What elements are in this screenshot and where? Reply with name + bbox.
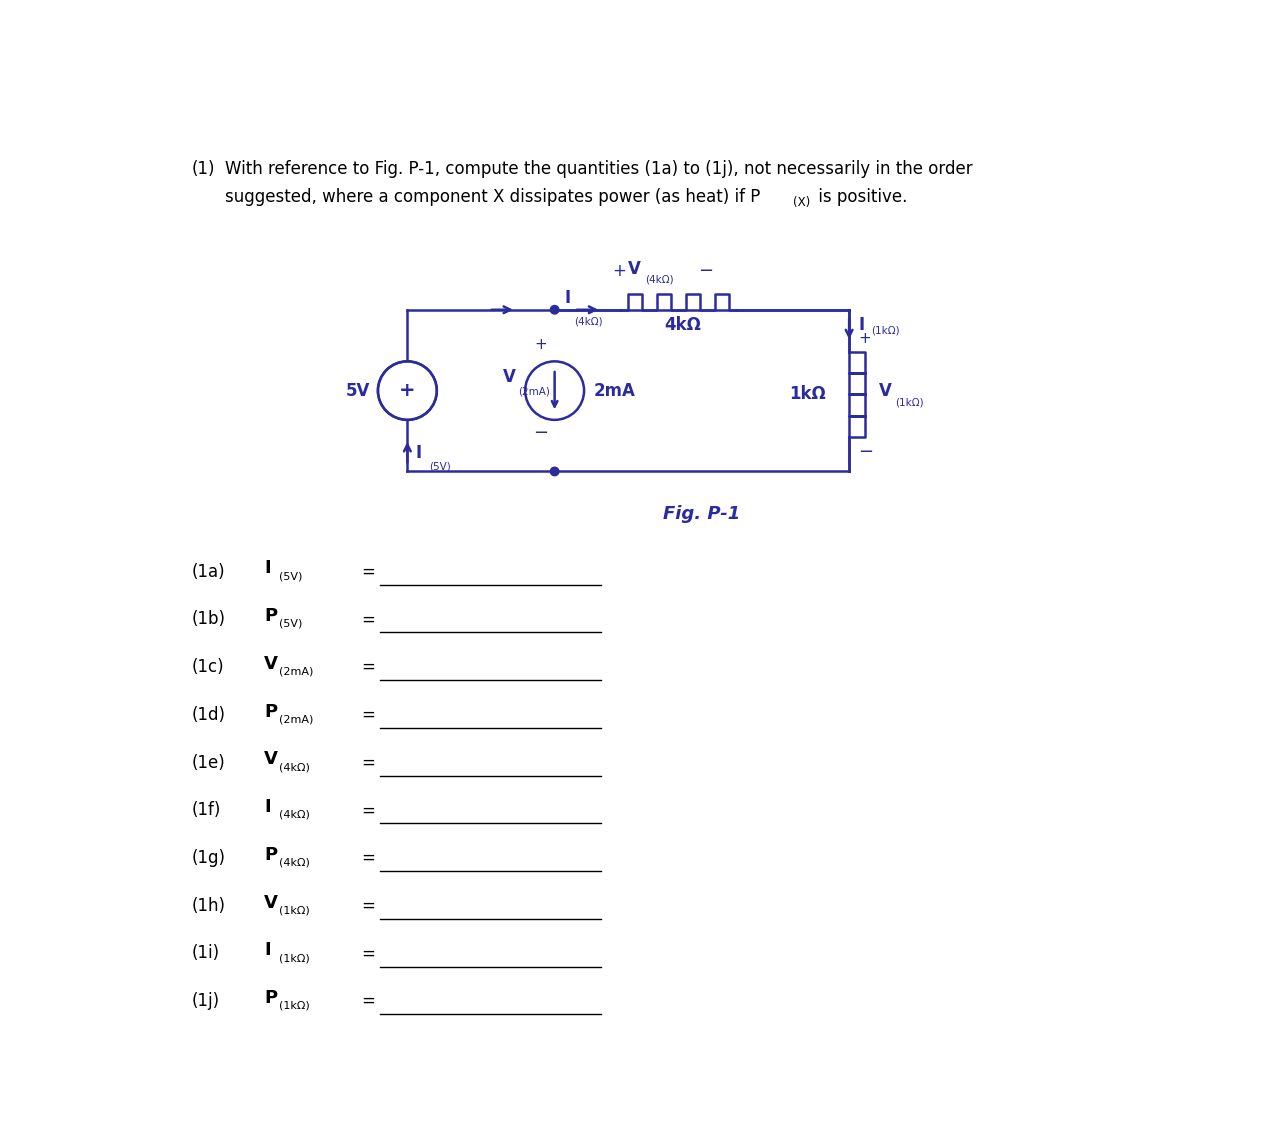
Text: (5V): (5V): [279, 619, 303, 629]
Text: P: P: [264, 607, 277, 626]
Text: =: =: [361, 945, 375, 962]
Text: =: =: [361, 563, 375, 580]
Text: (2mA): (2mA): [518, 387, 550, 397]
Text: +: +: [534, 337, 547, 352]
Text: 5V: 5V: [346, 382, 370, 399]
Text: (4kΩ): (4kΩ): [279, 762, 310, 772]
Text: (1j): (1j): [193, 992, 221, 1010]
Text: 1kΩ: 1kΩ: [789, 386, 826, 404]
Text: P: P: [264, 845, 277, 864]
Text: =: =: [361, 897, 375, 915]
Circle shape: [551, 305, 558, 313]
Text: +: +: [613, 262, 626, 280]
Text: Fig. P-1: Fig. P-1: [663, 505, 741, 523]
Text: 2mA: 2mA: [593, 382, 635, 399]
Text: =: =: [361, 801, 375, 819]
Text: I: I: [264, 942, 270, 960]
Text: V: V: [264, 750, 278, 769]
Text: (1kΩ): (1kΩ): [279, 1001, 310, 1011]
Text: =: =: [361, 992, 375, 1010]
Text: V: V: [264, 893, 278, 912]
Text: P: P: [264, 990, 277, 1007]
Circle shape: [525, 362, 584, 420]
Text: (1f): (1f): [193, 801, 222, 819]
Text: (4kΩ): (4kΩ): [574, 317, 603, 327]
Text: I: I: [264, 559, 270, 578]
Text: (1): (1): [193, 160, 215, 177]
Text: +: +: [858, 331, 871, 345]
Text: (1b): (1b): [193, 610, 226, 628]
Text: (1g): (1g): [193, 849, 226, 867]
Text: V: V: [504, 367, 516, 386]
Text: (1i): (1i): [193, 945, 221, 962]
Text: (1kΩ): (1kΩ): [895, 397, 924, 407]
Text: −: −: [533, 423, 548, 442]
Text: I: I: [858, 316, 864, 334]
Text: V: V: [629, 260, 641, 278]
Text: (X): (X): [793, 196, 811, 209]
Text: suggested, where a component X dissipates power (as heat) if P: suggested, where a component X dissipate…: [226, 188, 761, 206]
Text: (4kΩ): (4kΩ): [279, 858, 310, 867]
Text: V: V: [878, 382, 891, 399]
Text: I: I: [264, 799, 270, 816]
Text: (2mA): (2mA): [279, 714, 314, 724]
Text: =: =: [361, 754, 375, 771]
Text: I: I: [564, 289, 570, 308]
Text: +: +: [399, 381, 416, 400]
Text: =: =: [361, 658, 375, 676]
Text: =: =: [361, 849, 375, 867]
Text: (5V): (5V): [279, 571, 303, 581]
Text: (1kΩ): (1kΩ): [871, 325, 899, 335]
Text: (4kΩ): (4kΩ): [279, 810, 310, 820]
Text: V: V: [264, 656, 278, 673]
Text: (5V): (5V): [430, 461, 451, 471]
Text: −: −: [697, 262, 713, 280]
Text: (1c): (1c): [193, 658, 224, 676]
Circle shape: [377, 362, 437, 420]
Text: (1a): (1a): [193, 563, 226, 580]
Text: I: I: [416, 444, 421, 462]
Circle shape: [551, 467, 558, 476]
Text: 4kΩ: 4kΩ: [664, 316, 701, 334]
Text: −: −: [858, 443, 873, 461]
Text: (1h): (1h): [193, 897, 226, 915]
Text: (1d): (1d): [193, 706, 226, 724]
Text: (2mA): (2mA): [279, 667, 314, 676]
Text: =: =: [361, 706, 375, 724]
Text: (4kΩ): (4kΩ): [645, 275, 674, 285]
Text: With reference to Fig. P-1, compute the quantities (1a) to (1j), not necessarily: With reference to Fig. P-1, compute the …: [226, 160, 973, 177]
Text: P: P: [264, 702, 277, 721]
Text: (1kΩ): (1kΩ): [279, 953, 310, 963]
Text: (1kΩ): (1kΩ): [279, 905, 310, 915]
Text: =: =: [361, 610, 375, 628]
Text: is positive.: is positive.: [812, 188, 907, 206]
Text: (1e): (1e): [193, 754, 226, 771]
